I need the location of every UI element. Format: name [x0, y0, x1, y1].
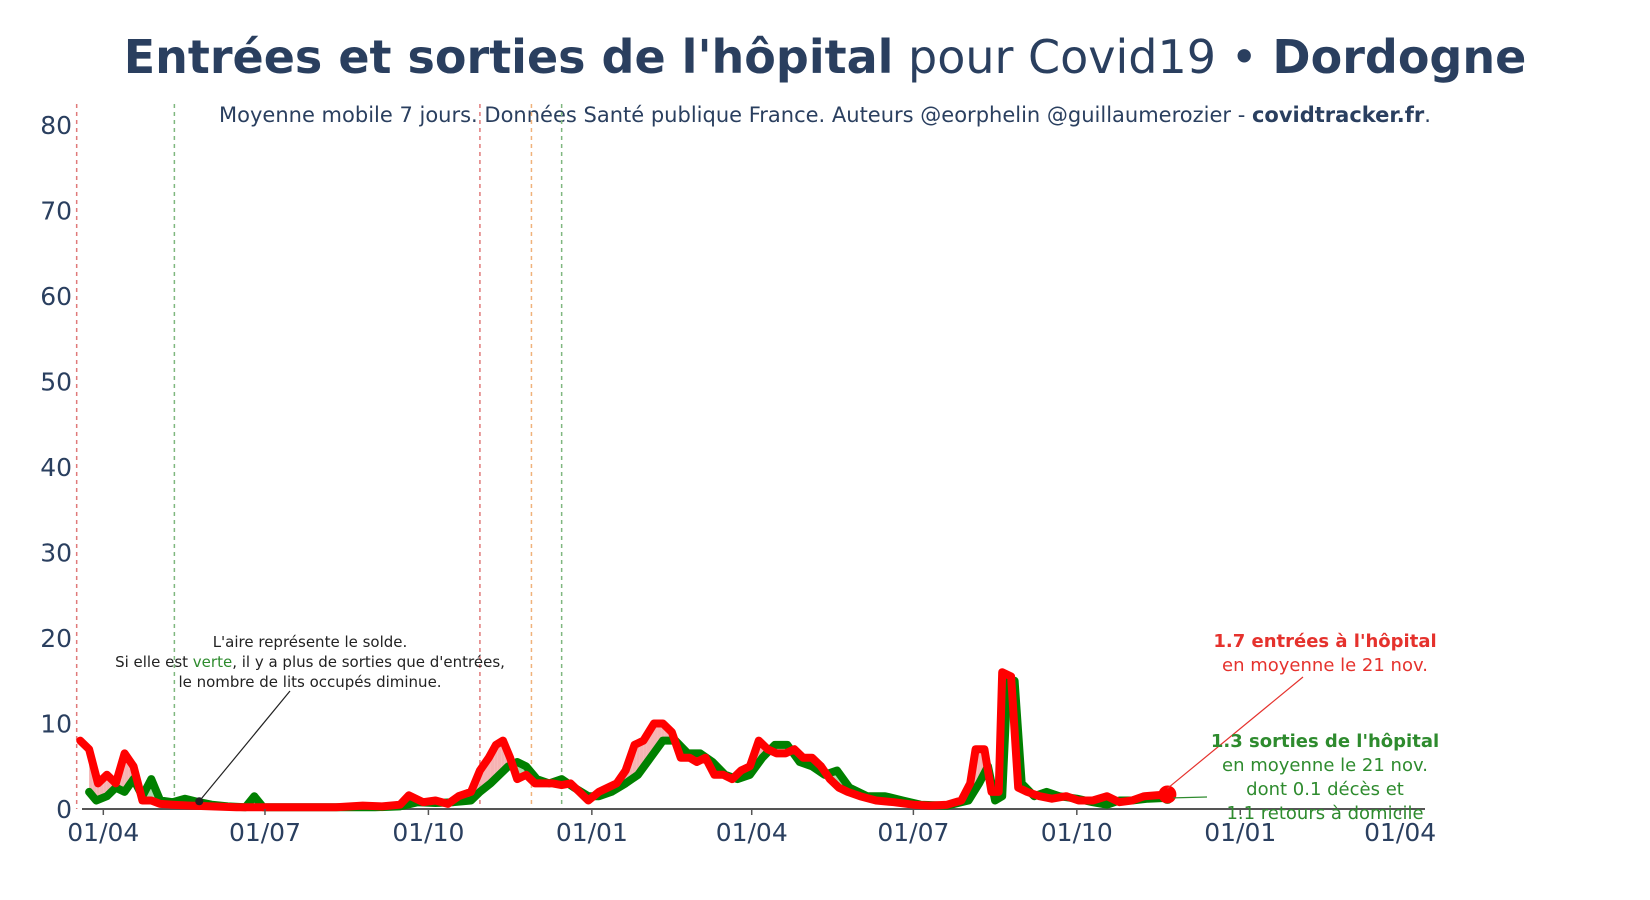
y-tick-label: 60 [40, 282, 72, 311]
note-line-2a: Si elle est [115, 653, 193, 671]
y-tick-label: 50 [40, 368, 72, 397]
subtitle-end: . [1424, 103, 1431, 127]
chart-title: Entrées et sorties de l'hôpital pour Cov… [0, 30, 1650, 84]
series-lines [76, 668, 1177, 812]
subtitle-site: covidtracker.fr [1251, 103, 1425, 127]
series-line-exits [85, 676, 1172, 812]
series-line-entries [76, 668, 1172, 812]
balance-area-segment [497, 741, 502, 777]
note-green-word: verte [192, 653, 233, 671]
x-tick-label: 01/10 [1041, 818, 1113, 847]
chart-subtitle: Moyenne mobile 7 jours. Données Santé pu… [0, 103, 1650, 127]
note-arrow-line [198, 690, 291, 802]
annotation-arrows [195, 676, 1304, 806]
y-tick-label: 30 [40, 539, 72, 568]
entries-arrow-line [1167, 676, 1304, 789]
x-tick-label: 01/10 [392, 818, 464, 847]
x-tick-label: 01/07 [229, 818, 301, 847]
exits-annotation-date: en moyenne le 21 nov. [1222, 755, 1428, 776]
note-line-2: Si elle est verte, il y a plus de sortie… [105, 652, 515, 672]
exits-arrow-line [1173, 796, 1208, 799]
area-explanation-note: L'aire représente le solde. Si elle est … [105, 632, 515, 692]
y-tick-label: 10 [40, 710, 72, 739]
y-tick-label: 80 [40, 111, 72, 140]
note-line-1: L'aire représente le solde. [212, 633, 408, 651]
y-tick-label: 70 [40, 197, 72, 226]
x-tick-label: 01/07 [877, 818, 949, 847]
note-line-3: le nombre de lits occupés diminue. [178, 673, 442, 691]
x-tick-label: 01/04 [1364, 818, 1436, 847]
lockdown-lines [75, 104, 563, 809]
note-arrow-head [195, 797, 204, 806]
entries-annotation: 1.7 entrées à l'hôpital en moyenne le 21… [1185, 630, 1465, 678]
x-axis-ticks: 01/04 01/07 01/10 01/01 01/04 01/07 01/10 01/01… [67, 809, 1436, 847]
chart-title-normal: pour Covid19 • [893, 30, 1273, 84]
entries-annotation-value: 1.7 entrées à l'hôpital [1213, 631, 1437, 652]
exits-annotation-deaths: dont 0.1 décès et [1246, 779, 1404, 800]
entries-annotation-date: en moyenne le 21 nov. [1222, 655, 1428, 676]
subtitle-text: Moyenne mobile 7 jours. Données Santé pu… [219, 103, 1252, 127]
y-tick-label: 20 [40, 624, 72, 653]
y-tick-label: 40 [40, 453, 72, 482]
y-tick-label: 0 [56, 795, 72, 824]
x-tick-label: 01/01 [1204, 818, 1276, 847]
chart-title-region: Dordogne [1272, 30, 1527, 84]
x-tick-label: 01/01 [556, 818, 628, 847]
x-tick-label: 01/04 [67, 818, 139, 847]
y-axis-ticks: 0 10 20 30 40 50 60 70 80 [40, 111, 72, 824]
note-line-2b: , il y a plus de sorties que d'entrées, [232, 653, 505, 671]
exits-annotation-home: 1.1 retours à domicile [1226, 803, 1424, 824]
exits-annotation-value: 1.3 sorties de l'hôpital [1210, 731, 1440, 752]
x-tick-label: 01/04 [716, 818, 788, 847]
chart-title-bold: Entrées et sorties de l'hôpital [123, 30, 894, 84]
exits-annotation: 1.3 sorties de l'hôpital en moyenne le 2… [1185, 730, 1465, 826]
entries-last-point [1158, 785, 1177, 804]
